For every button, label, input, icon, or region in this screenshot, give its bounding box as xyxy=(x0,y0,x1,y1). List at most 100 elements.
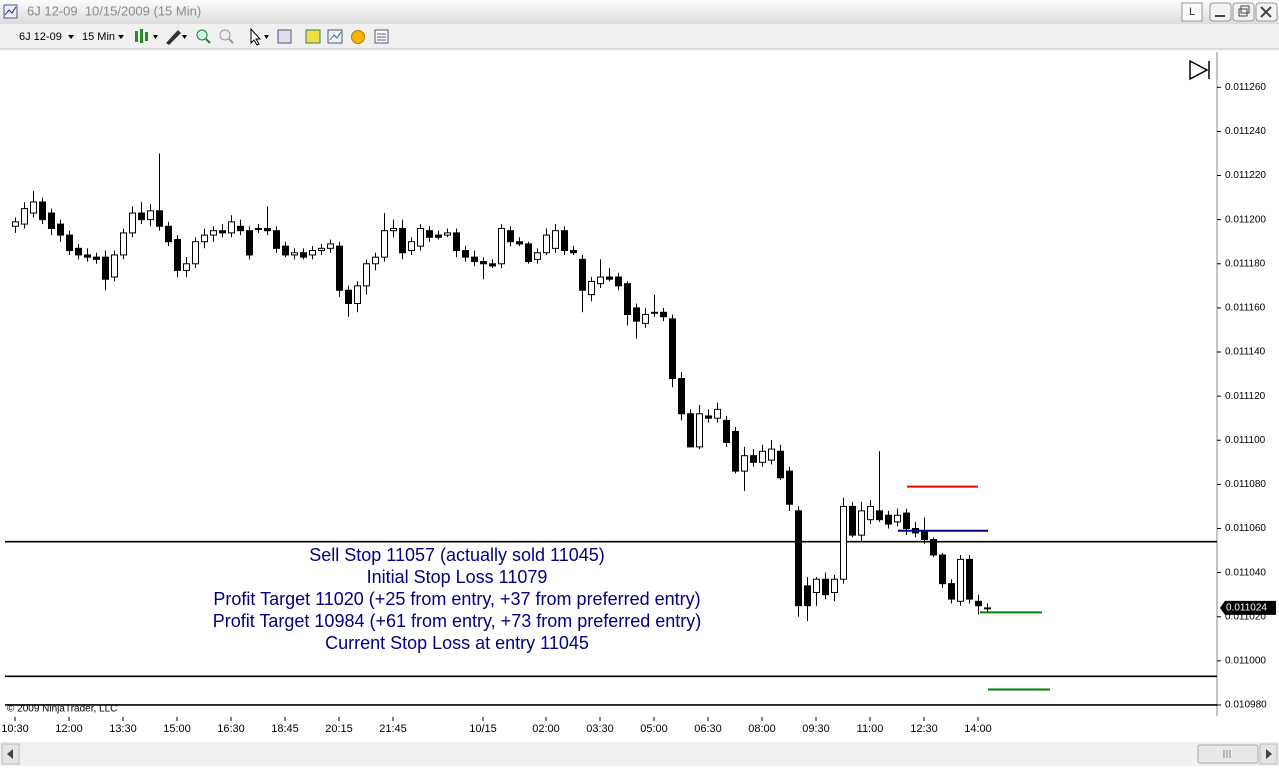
candle-body xyxy=(345,289,352,304)
layout-button[interactable] xyxy=(1181,2,1203,22)
x-tick-label: 15:00 xyxy=(163,723,191,735)
instrument-selector[interactable]: 6J 12-09 xyxy=(19,31,62,43)
candle-body xyxy=(390,227,397,232)
copyright: © 2009 NinjaTrader, LLC xyxy=(7,704,117,715)
candle-body xyxy=(426,230,433,238)
candle-body xyxy=(543,234,550,254)
window-title: 6J 12-09 10/15/2009 (15 Min) xyxy=(27,3,201,18)
candle-body xyxy=(84,254,91,258)
restore-button[interactable] xyxy=(1232,2,1255,22)
candle-body xyxy=(948,583,955,600)
candle-body xyxy=(516,241,523,245)
y-tick-label: 0.011260 xyxy=(1225,82,1266,93)
y-tick-label: 0.011040 xyxy=(1225,567,1266,578)
candle-body xyxy=(597,276,604,285)
candle-body xyxy=(588,280,595,296)
candle-body xyxy=(21,208,28,225)
candle-body xyxy=(606,276,613,280)
candle-body xyxy=(768,448,775,461)
candle-body xyxy=(201,234,208,243)
candle-body xyxy=(39,201,46,221)
candle-body xyxy=(57,223,64,236)
candle-body xyxy=(354,285,361,304)
annotation: Profit Target 10984 (+61 from entry, +73… xyxy=(213,611,702,631)
scroll-right-arrow[interactable] xyxy=(1266,749,1272,759)
close-button[interactable] xyxy=(1255,2,1278,22)
scrollbar[interactable] xyxy=(0,742,1279,766)
candle-body xyxy=(435,234,442,238)
chart-panel xyxy=(0,50,1279,742)
annotation: Initial Stop Loss 11079 xyxy=(367,567,548,587)
candle-body xyxy=(867,505,874,521)
candle-body xyxy=(723,419,730,443)
candle-body xyxy=(372,256,379,265)
candle-body xyxy=(570,250,577,254)
candle-body xyxy=(534,252,541,260)
candle-body xyxy=(759,450,766,463)
candle-body xyxy=(507,230,514,243)
candle-body xyxy=(894,514,901,523)
candle-body xyxy=(705,415,712,419)
candle-body xyxy=(273,230,280,249)
candle-body xyxy=(291,252,298,256)
x-tick-label: 12:30 xyxy=(910,723,938,735)
scroll-left-arrow[interactable] xyxy=(7,749,13,759)
candle-body xyxy=(831,578,838,593)
layout-button-label[interactable]: L xyxy=(1189,6,1195,18)
last-price-marker xyxy=(1220,600,1276,615)
candle-body xyxy=(939,554,946,585)
candle-body xyxy=(660,311,667,318)
candle-body xyxy=(462,250,469,258)
candle-body xyxy=(255,227,262,230)
candle-body xyxy=(624,283,631,316)
app-icon xyxy=(3,4,18,19)
candle-body xyxy=(174,239,181,271)
candle-body xyxy=(750,455,757,463)
annotation: Current Stop Loss at entry 11045 xyxy=(325,633,589,653)
interval-selector[interactable]: 15 Min xyxy=(82,31,115,43)
x-tick-label: 08:00 xyxy=(748,723,776,735)
candle-body xyxy=(471,256,478,263)
plot-area: 0.011260 0.011240 0.011220 0.011200 0.011180… xyxy=(1,82,1276,735)
candle-body xyxy=(93,256,100,260)
x-tick-label: 03:30 xyxy=(586,723,614,735)
candle-body xyxy=(66,234,73,252)
candle-body xyxy=(120,232,127,256)
x-tick-label: 14:00 xyxy=(964,723,992,735)
x-tick-label: 16:30 xyxy=(217,723,245,735)
candle-body xyxy=(885,514,892,525)
x-tick-label: 20:15 xyxy=(325,723,353,735)
x-tick-label: 13:30 xyxy=(109,723,137,735)
candle-body xyxy=(849,505,856,536)
y-tick-label: 0.011020 xyxy=(1225,611,1266,622)
toolbar xyxy=(0,24,1279,49)
candle-body xyxy=(732,430,739,472)
candle-body xyxy=(417,227,424,247)
candle-body xyxy=(957,558,964,602)
candle-body xyxy=(840,505,847,580)
candle-body xyxy=(552,230,559,249)
y-tick-label: 0.010980 xyxy=(1225,700,1267,711)
x-tick-label: 11:00 xyxy=(857,723,884,735)
x-tick-label: 18:45 xyxy=(271,723,299,735)
candle-body xyxy=(156,210,163,227)
candle-body xyxy=(984,607,991,610)
toolbar-icons[interactable] xyxy=(135,27,389,46)
dropdown-arrow[interactable] xyxy=(68,35,74,39)
minimize-button[interactable] xyxy=(1209,2,1232,22)
scroll-grip[interactable] xyxy=(1223,750,1231,758)
candle-body xyxy=(615,276,622,287)
candle-body xyxy=(966,558,973,600)
scroll-thumb[interactable] xyxy=(1197,744,1259,764)
title-bar xyxy=(0,0,1279,24)
go-to-end-button[interactable] xyxy=(1189,59,1210,81)
candle-body xyxy=(237,225,244,232)
candle-body xyxy=(921,530,928,541)
dropdown-arrow[interactable] xyxy=(118,35,124,39)
candle-body xyxy=(147,210,154,221)
candle-body xyxy=(408,241,415,252)
last-price-label: 0.011024 xyxy=(1226,603,1267,614)
y-tick-label: 0.011240 xyxy=(1225,126,1266,137)
candle-body xyxy=(210,230,217,236)
